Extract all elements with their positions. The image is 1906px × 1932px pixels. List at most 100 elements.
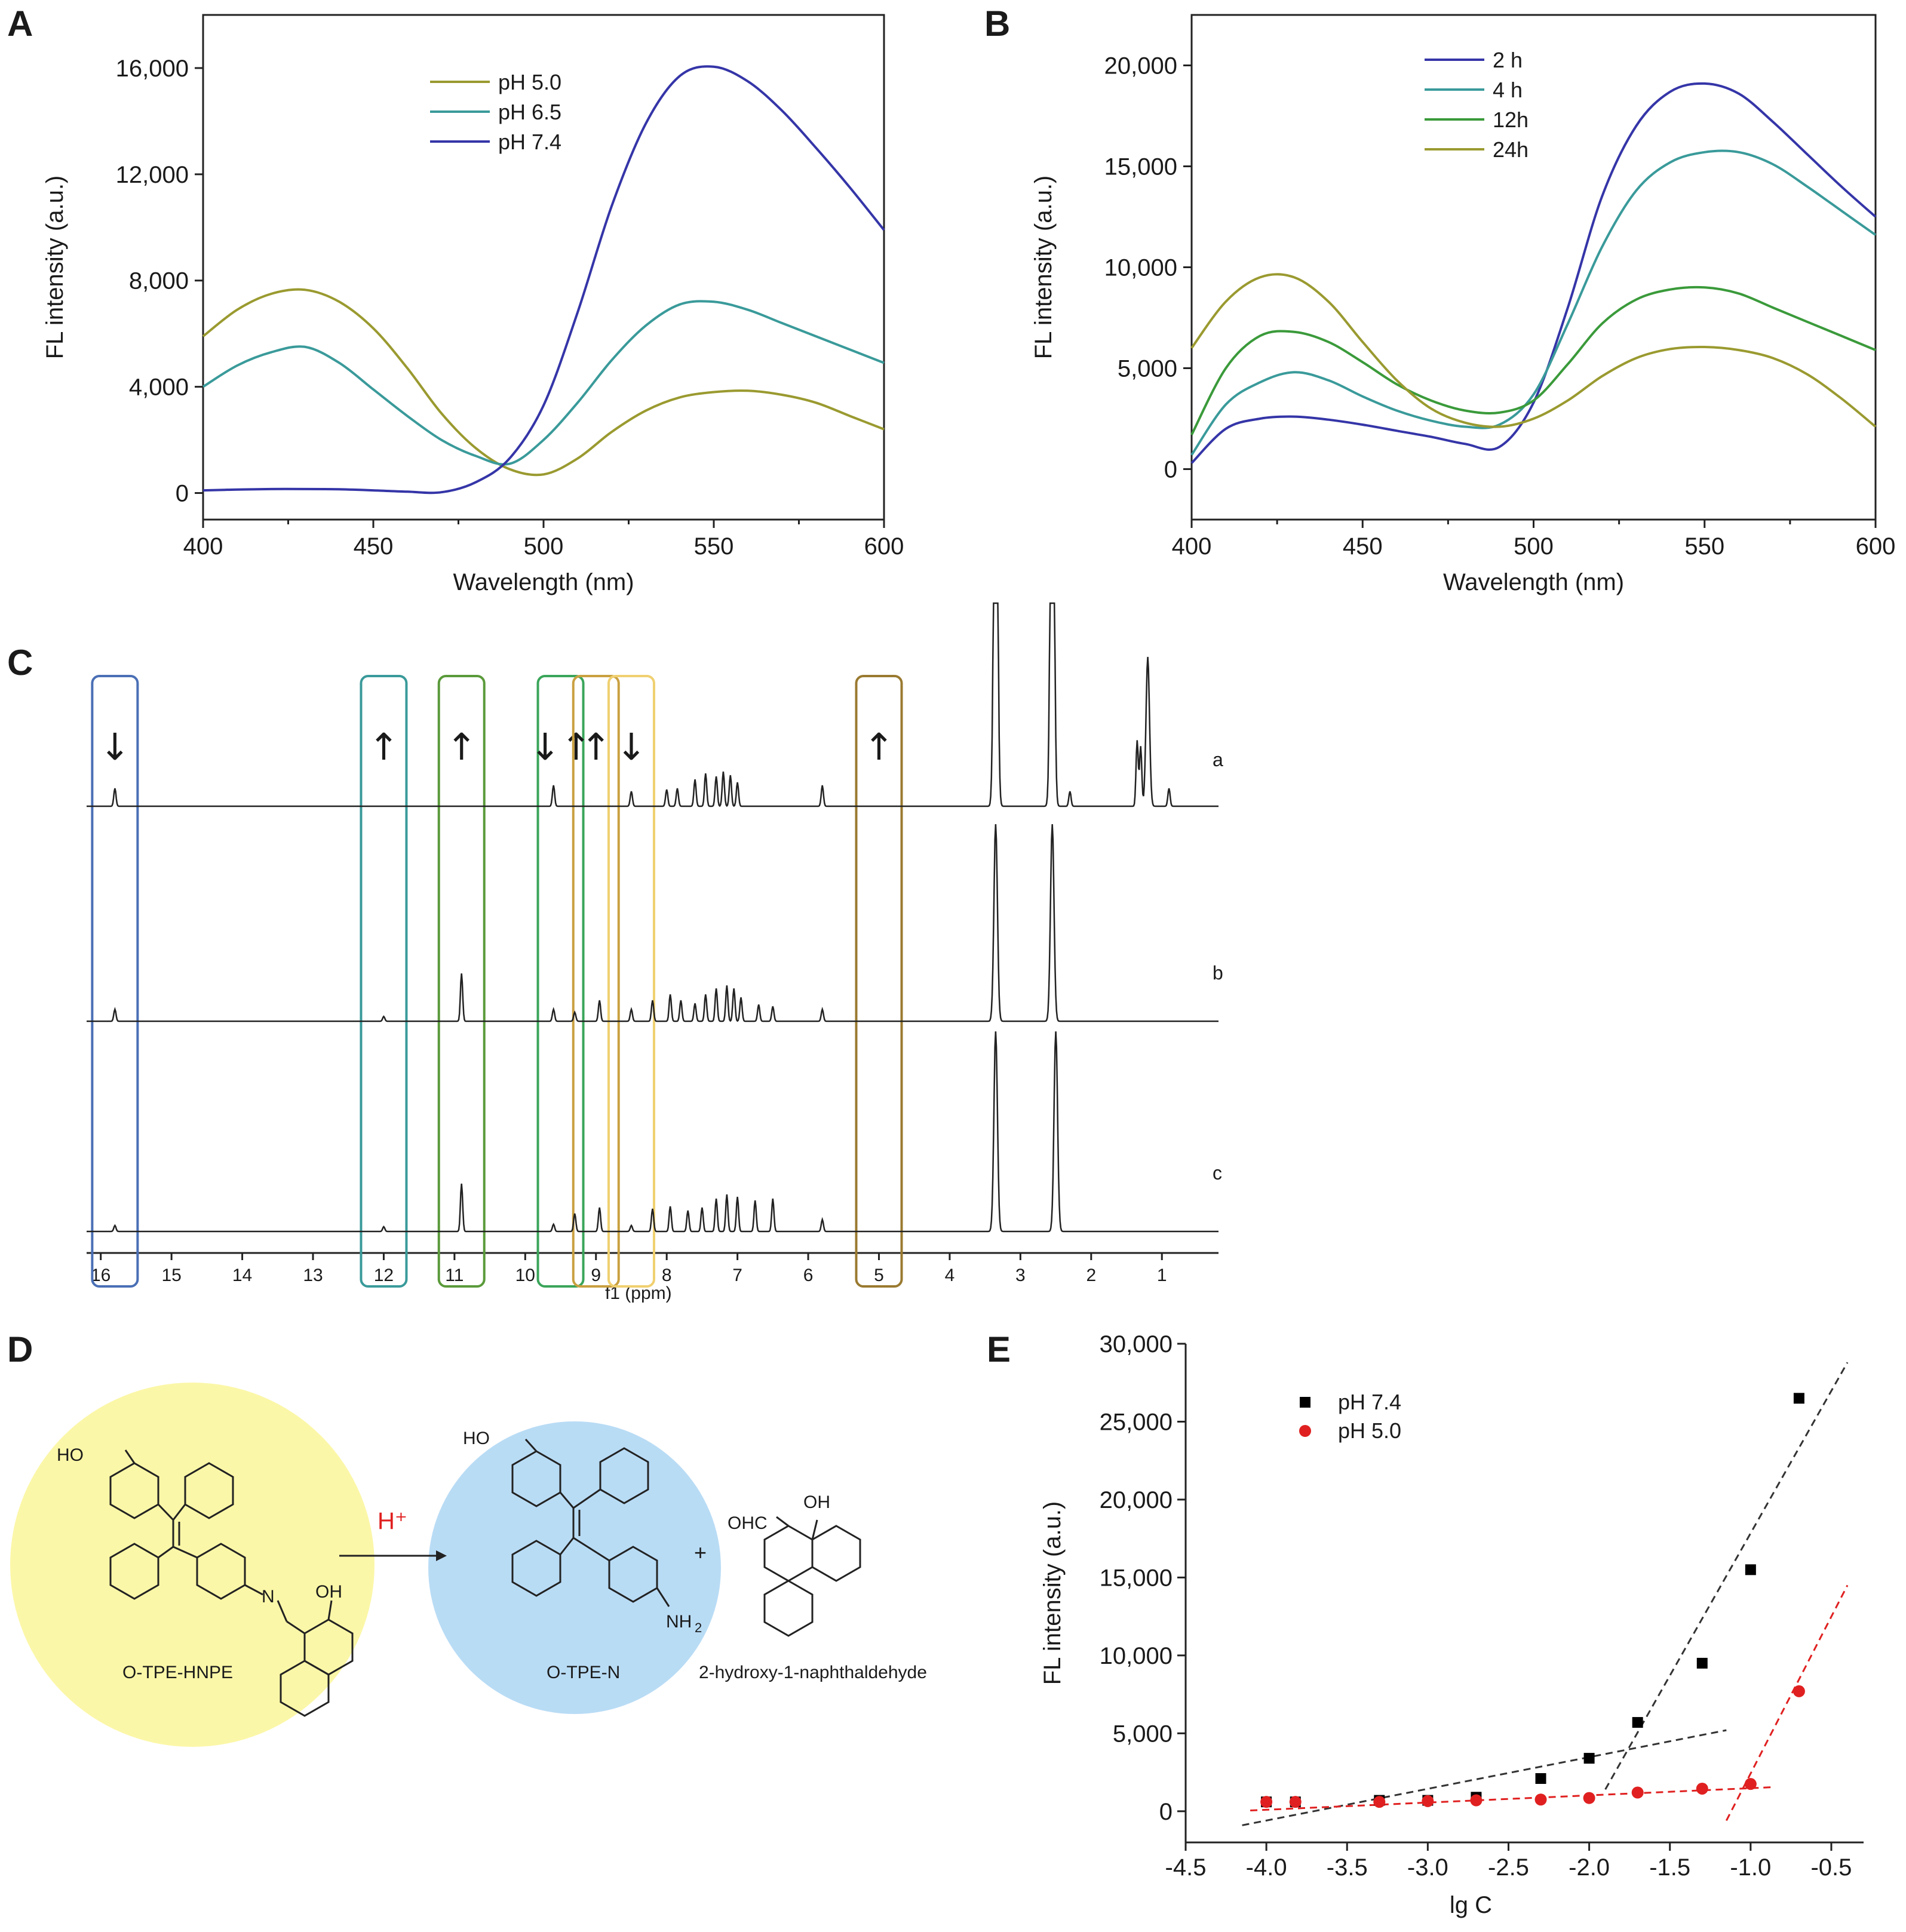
x-tick-label: 600 [1856, 533, 1896, 560]
nmr-trace-a [87, 602, 1219, 807]
x-tick-label: 500 [1514, 533, 1554, 560]
legend-marker [1299, 1425, 1311, 1437]
legend-label: pH 7.4 [498, 130, 561, 154]
product1-nh2: NH [666, 1612, 692, 1632]
nmr-tick-label: 4 [945, 1266, 955, 1285]
data-point-circle [1373, 1796, 1386, 1808]
x-tick-label: -3.5 [1327, 1854, 1368, 1881]
panel-label-a: A [7, 4, 33, 44]
fit-line [1242, 1729, 1727, 1826]
nmr-highlight-box [855, 675, 903, 1288]
reactant-oh: OH [315, 1582, 342, 1602]
chart-c-nmr: 16 15 14 13 12 11 10 9 8 7 6 5 4 3 2 1f1 (ppm)↓ ↑ ↑ ↓↑↑ ↓ ↑ a… [87, 602, 1223, 1303]
product2-structure [763, 1516, 861, 1637]
nmr-trace-label: b [1213, 962, 1223, 984]
y-axis-label: FL intensity (a.u.) [1039, 1501, 1066, 1685]
y-tick-label: 0 [176, 481, 189, 507]
legend-marker [1300, 1397, 1310, 1408]
x-tick-label: -2.0 [1569, 1854, 1610, 1881]
y-tick-label: 30,000 [1100, 1331, 1173, 1357]
series-line-12h [1190, 285, 1876, 435]
legend-label: pH 5.0 [498, 70, 561, 94]
x-axis-label: Wavelength (nm) [1443, 569, 1624, 595]
y-tick-label: 25,000 [1100, 1409, 1173, 1435]
data-point-circle [1583, 1792, 1595, 1804]
x-tick-label: -2.5 [1488, 1854, 1529, 1881]
x-tick-label: 600 [864, 533, 904, 560]
product1-name: O-TPE-N [547, 1663, 620, 1682]
data-point-circle [1631, 1786, 1644, 1799]
data-point-circle [1260, 1796, 1273, 1808]
nmr-highlight-box [607, 675, 655, 1288]
y-tick-label: 4,000 [129, 374, 189, 401]
plot-frame [1190, 14, 1877, 521]
y-axis-label: FL intensity (a.u.) [1030, 176, 1057, 360]
data-point-circle [1696, 1782, 1708, 1795]
legend-label: pH 6.5 [498, 100, 561, 124]
y-tick-label: 20,000 [1100, 1487, 1173, 1513]
series-line-2-h [1190, 82, 1877, 464]
x-tick-label: -1.5 [1649, 1854, 1690, 1881]
x-axis-label: lg C [1450, 1892, 1492, 1918]
product2-ohc: OHC [728, 1513, 768, 1533]
x-axis-label: Wavelength (nm) [453, 569, 634, 595]
data-point-circle [1793, 1685, 1805, 1697]
reagent-h-plus: H⁺ [377, 1508, 407, 1534]
nmr-tick-label: 11 [445, 1266, 464, 1285]
reaction-scheme: HO N OH O-TPE-HNPE H⁺ HO NH 2 O-TPE-N + [10, 1383, 927, 1747]
x-tick-label: 550 [1684, 533, 1724, 560]
series-line-pH-65 [202, 300, 885, 466]
nmr-highlight-box [91, 675, 139, 1288]
y-tick-label: 10,000 [1104, 255, 1177, 281]
data-point-square [1745, 1564, 1756, 1575]
nmr-tick-label: 6 [803, 1266, 814, 1285]
x-tick-label: 400 [183, 533, 223, 560]
x-tick-label: 450 [1343, 533, 1383, 560]
data-point-circle [1289, 1796, 1302, 1808]
nmr-tick-label: 13 [303, 1266, 323, 1285]
nmr-trace-label: c [1213, 1162, 1222, 1184]
panel-label-c: C [7, 643, 33, 683]
chart-e-concentration: -4.5 -4.0 -3.5 -3.0 -2.5 -2.0 -1.5 -1.0 -0.5 0 5,0… [1039, 1331, 1864, 1918]
x-tick-label: -0.5 [1810, 1854, 1852, 1881]
series-line-pH-50 [202, 288, 885, 477]
reactant-ho: HO [57, 1445, 84, 1465]
data-point-square [1696, 1657, 1708, 1669]
x-tick-label: 500 [524, 533, 564, 560]
y-tick-label: 12,000 [116, 162, 189, 188]
nmr-tick-label: 8 [662, 1266, 672, 1285]
panel-label-d: D [7, 1329, 33, 1369]
x-tick-label: -4.0 [1246, 1854, 1287, 1881]
panel-label-e: E [987, 1329, 1011, 1369]
x-tick-label: -3.0 [1407, 1854, 1448, 1881]
fit-line [1725, 1584, 1849, 1822]
data-point-circle [1422, 1795, 1434, 1807]
nmr-shift-arrow: ↑ [864, 725, 895, 769]
y-tick-label: 16,000 [116, 56, 189, 82]
x-tick-label: -4.5 [1165, 1854, 1207, 1881]
nmr-tick-label: 7 [732, 1266, 742, 1285]
y-tick-label: 15,000 [1104, 154, 1177, 180]
product-circle [428, 1421, 721, 1714]
chart-a-ph-spectra: 400 450 500 550 600 0 4,000 8,000 12,000 16,000 Wa… [42, 14, 904, 595]
y-tick-label: 8,000 [129, 268, 189, 294]
legend-label: 2 h [1493, 48, 1523, 72]
y-tick-label: 5,000 [1118, 356, 1177, 382]
product2-name: 2-hydroxy-1-naphthaldehyde [699, 1663, 927, 1682]
data-point-square [1535, 1773, 1546, 1784]
nmr-tick-label: 10 [515, 1266, 535, 1285]
nmr-tick-label: 1 [1157, 1266, 1167, 1285]
fit-line [1604, 1362, 1849, 1790]
legend-label: pH 5.0 [1338, 1418, 1401, 1443]
nmr-shift-arrow: ↓ [99, 725, 130, 769]
x-tick-label: 400 [1172, 533, 1212, 560]
data-point-circle [1470, 1794, 1483, 1807]
y-axis-label: FL intensity (a.u.) [42, 176, 68, 360]
x-tick-label: 550 [694, 533, 734, 560]
series-line-pH-74 [202, 65, 885, 494]
nmr-shift-arrow: ↑ [446, 725, 477, 769]
nmr-highlight-box [536, 675, 585, 1288]
nmr-tick-label: 2 [1086, 1266, 1096, 1285]
legend-label: 4 h [1493, 78, 1523, 102]
